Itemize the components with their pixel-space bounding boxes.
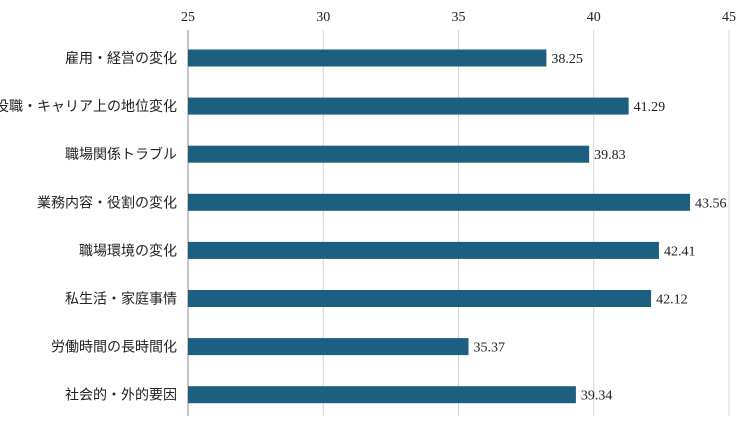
category-labels: 雇用・経営の変化役職・キャリア上の地位変化職場関係トラブル業務内容・役割の変化職… xyxy=(0,50,177,404)
value-label: 43.56 xyxy=(695,196,727,211)
bar xyxy=(188,241,659,259)
bar xyxy=(188,290,652,307)
value-label: 42.41 xyxy=(664,244,696,259)
bars xyxy=(188,49,691,404)
bar xyxy=(188,386,576,404)
x-tick-label: 35 xyxy=(452,10,466,25)
grid-lines xyxy=(322,30,730,416)
bar xyxy=(188,97,629,115)
bar xyxy=(188,145,590,163)
category-label: 雇用・経営の変化 xyxy=(65,50,177,67)
value-label: 41.29 xyxy=(634,100,666,115)
x-axis-ticks: 25 30 35 40 45 xyxy=(181,10,736,25)
category-label: 労働時間の長時間化 xyxy=(51,340,177,356)
category-label: 職場関係トラブル xyxy=(65,146,177,163)
value-label: 39.34 xyxy=(581,389,613,404)
category-label: 社会的・外的要因 xyxy=(65,388,177,404)
value-label: 35.37 xyxy=(474,341,506,356)
value-label: 39.83 xyxy=(594,148,626,163)
x-tick-label: 30 xyxy=(316,10,330,25)
category-label: 職場環境の変化 xyxy=(79,242,177,259)
x-tick-label: 40 xyxy=(587,10,601,25)
bar xyxy=(188,338,469,356)
bar xyxy=(188,193,691,211)
value-labels: 38.25 41.29 39.83 43.56 42.41 42.12 35.37 39.34 xyxy=(474,52,727,404)
x-tick-label: 25 xyxy=(181,10,195,25)
bar xyxy=(188,49,547,67)
category-label: 役職・キャリア上の地位変化 xyxy=(0,98,177,115)
category-label: 業務内容・役割の変化 xyxy=(37,194,177,211)
value-label: 38.25 xyxy=(551,52,583,67)
value-label: 42.12 xyxy=(656,293,688,308)
category-label: 私生活・家庭事情 xyxy=(65,291,177,308)
x-tick-label: 45 xyxy=(722,10,736,25)
